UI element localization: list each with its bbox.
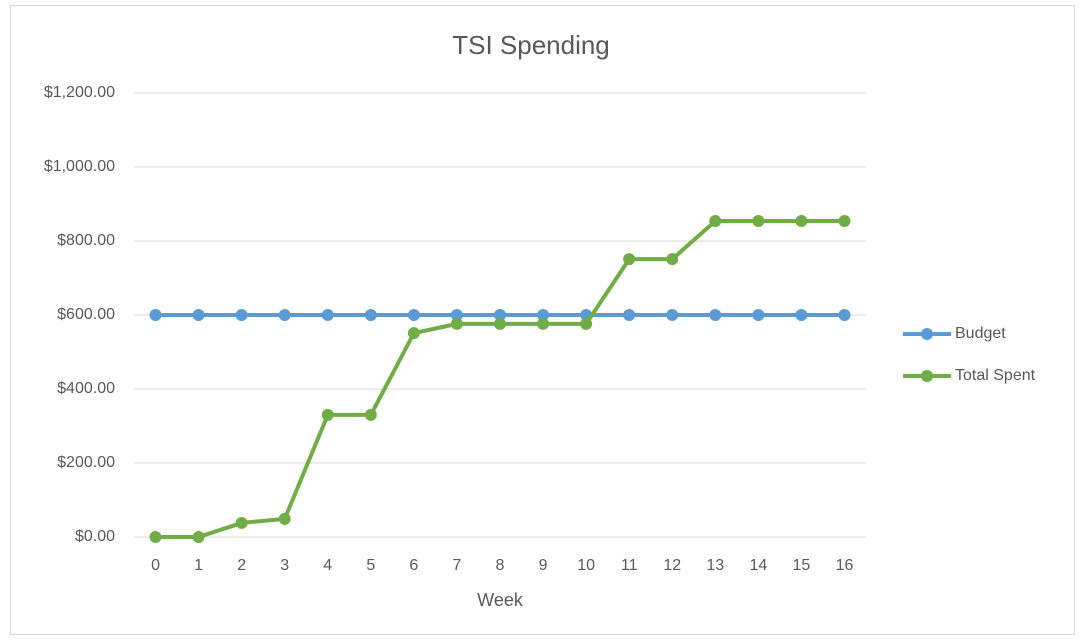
y-tick-label: $0.00 [75,528,115,545]
data-point [278,512,291,525]
x-tick-label: 9 [539,557,548,574]
data-point [407,309,420,321]
x-tick-label: 14 [749,557,767,574]
x-tick-label: 10 [577,557,595,574]
legend-label: Total Spent [955,367,1036,384]
data-point [149,531,162,543]
y-tick-label: $800.00 [57,232,115,249]
y-tick-label: $1,000.00 [44,158,115,175]
data-point [752,215,765,228]
data-point [192,531,205,543]
legend-marker [921,370,933,382]
x-tick-label: 15 [793,557,811,574]
x-tick-label: 8 [496,557,505,574]
x-tick-label: 4 [323,557,332,574]
data-point [666,253,679,266]
data-point [795,309,808,321]
data-point [321,408,334,421]
legend-label: Budget [955,325,1006,342]
x-tick-label: 12 [663,557,681,574]
x-tick-label: 5 [366,557,375,574]
y-tick-label: $400.00 [57,380,115,397]
x-tick-label: 2 [237,557,246,574]
data-point [580,317,593,330]
data-point [752,309,765,321]
x-tick-label: 16 [836,557,854,574]
data-point [407,327,420,340]
data-point [838,309,851,321]
x-tick-label: 3 [280,557,289,574]
data-point [494,309,506,321]
data-point [537,309,550,321]
data-point [278,309,291,321]
data-point [709,215,722,228]
chart-title: TSI Spending [452,30,610,60]
data-point [149,309,162,321]
data-point [450,317,463,330]
x-tick-label: 11 [621,557,638,574]
x-tick-label: 13 [706,557,724,574]
y-tick-label: $200.00 [57,454,115,471]
data-point [494,317,506,330]
legend-marker [921,328,933,340]
data-point [235,309,248,321]
data-point [838,215,851,228]
data-point [192,309,205,321]
data-point [709,309,722,321]
x-tick-label: 1 [194,557,203,574]
data-point [364,309,377,321]
y-tick-label: $600.00 [57,306,115,323]
x-axis-title: Week [477,590,524,610]
data-point [364,408,377,421]
x-tick-label: 7 [452,557,461,574]
data-point [321,309,334,321]
data-point [623,253,636,266]
data-point [623,309,636,321]
data-point [235,516,248,529]
x-tick-label: 0 [151,557,160,574]
data-point [537,317,550,330]
data-point [450,309,463,321]
y-tick-label: $1,200.00 [44,84,115,101]
data-point [666,309,679,321]
x-tick-label: 6 [409,557,418,574]
data-point [795,215,808,228]
